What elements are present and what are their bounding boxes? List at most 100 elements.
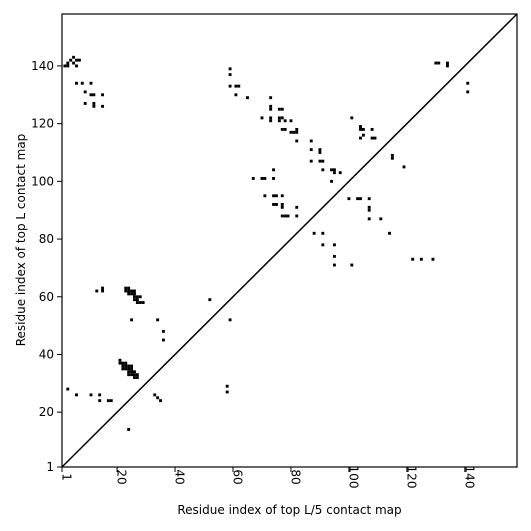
contact-point (234, 93, 238, 97)
contact-point (77, 58, 81, 62)
contact-point (228, 84, 232, 88)
contact-point (106, 399, 110, 403)
contact-point (330, 168, 333, 172)
contact-point (277, 107, 281, 111)
contact-point (269, 119, 273, 123)
y-tick-label: 1 (46, 460, 54, 474)
contact-point (92, 104, 96, 108)
contact-point (133, 295, 136, 299)
contact-point (466, 81, 470, 85)
contact-point (269, 96, 273, 100)
contact-point (269, 107, 273, 111)
contact-point (446, 61, 449, 65)
contact-point (135, 373, 139, 377)
contact-point (135, 376, 139, 379)
contact-point (130, 373, 134, 377)
contact-point (269, 116, 273, 120)
contact-point (101, 289, 105, 293)
contact-point (272, 194, 276, 198)
contact-point (133, 373, 136, 377)
contact-point (367, 197, 371, 201)
contact-point (138, 301, 142, 304)
contact-point (124, 364, 128, 368)
contact-point (118, 358, 122, 362)
contact-point (332, 243, 336, 247)
contact-point (388, 231, 391, 235)
contact-point (283, 119, 287, 123)
x-tick-label: 80 (288, 469, 302, 484)
contact-point (124, 361, 128, 365)
contact-point (63, 64, 67, 68)
contact-point (295, 130, 299, 134)
contact-point (318, 148, 322, 152)
x-tick-label: 140 (462, 466, 476, 489)
contact-point (83, 102, 87, 105)
contact-point (66, 64, 70, 68)
y-tick-label: 60 (39, 290, 54, 304)
contact-point (466, 90, 470, 94)
contact-point (153, 393, 157, 397)
contact-point (101, 104, 105, 108)
contact-point (390, 153, 394, 157)
contact-point (124, 289, 128, 293)
y-tick-label: 20 (39, 405, 54, 419)
y-tick-label: 80 (39, 232, 54, 246)
contact-point (75, 58, 78, 62)
contact-point (446, 64, 449, 68)
contact-point (75, 81, 78, 85)
contact-point (338, 171, 342, 175)
contact-point (402, 165, 406, 169)
x-axis-label: Residue index of top L/5 contact map (177, 503, 401, 517)
diagonal-line (61, 13, 518, 468)
contact-point (141, 301, 145, 304)
contact-point (361, 127, 365, 131)
contact-point (130, 367, 134, 371)
contact-point (237, 84, 241, 88)
contact-point (138, 295, 142, 299)
contact-point (263, 177, 267, 180)
contact-point (309, 159, 313, 163)
contact-point (280, 205, 284, 209)
contact-point (373, 136, 377, 140)
contact-point (135, 301, 139, 304)
contact-point (277, 116, 281, 120)
contact-point (72, 55, 76, 59)
contact-point (92, 93, 96, 97)
x-tick-label: 20 (115, 469, 129, 484)
y-tick-label: 100 (31, 174, 54, 188)
contact-point (127, 364, 131, 368)
contact-point (127, 370, 131, 374)
contact-point (161, 338, 165, 342)
contact-point (283, 214, 287, 218)
contact-point (66, 61, 70, 65)
contact-point (419, 257, 423, 261)
contact-point (332, 171, 336, 175)
contact-point (318, 151, 322, 154)
contact-point (130, 364, 134, 368)
contact-point (367, 205, 371, 209)
contact-point (321, 243, 325, 247)
contact-point (246, 96, 249, 100)
contact-point (75, 393, 78, 397)
contact-point (295, 214, 299, 218)
contact-point (280, 194, 284, 198)
contact-point (127, 428, 131, 431)
contact-point (289, 119, 293, 123)
contact-point (72, 61, 76, 65)
contact-point (295, 205, 299, 209)
contact-point (295, 139, 299, 143)
contact-point (127, 292, 131, 296)
contact-point (431, 257, 435, 261)
contact-point (321, 159, 325, 163)
contact-point (361, 133, 365, 137)
contact-point (370, 136, 374, 140)
contact-point (260, 177, 264, 180)
contact-point (127, 286, 131, 290)
contact-point (318, 159, 322, 163)
contact-point (283, 127, 287, 131)
y-tick-label: 120 (31, 117, 54, 131)
contact-point (135, 295, 139, 299)
contact-point (332, 254, 336, 258)
contact-point (359, 197, 362, 201)
